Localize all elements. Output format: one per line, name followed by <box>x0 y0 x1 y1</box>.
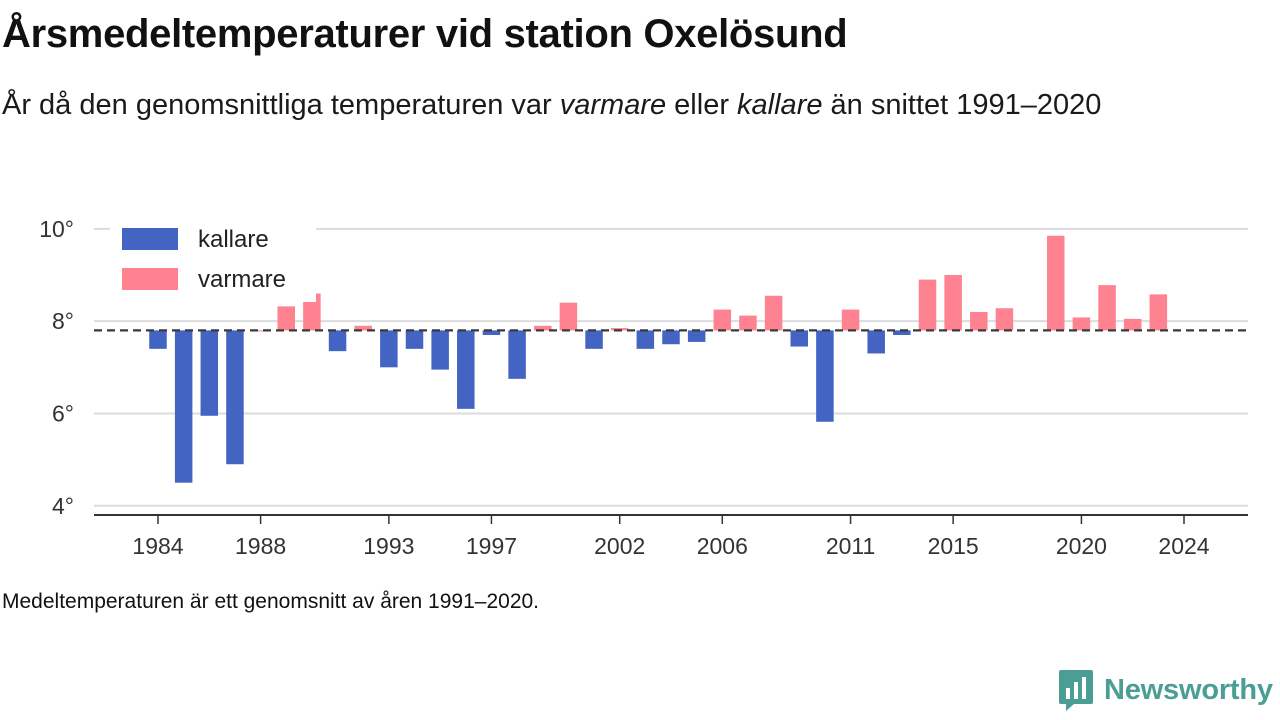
bar-varmare <box>1098 285 1116 331</box>
x-tick-label: 1997 <box>466 533 517 559</box>
bar-varmare <box>713 309 732 331</box>
bar-varmare <box>918 279 937 331</box>
bar-kallare <box>405 330 424 349</box>
bar-kallare <box>816 330 834 422</box>
bar-kallare <box>482 330 501 335</box>
x-tick-label: 1988 <box>235 533 286 559</box>
bar-kallare <box>174 330 193 483</box>
bar-varmare <box>1072 317 1091 331</box>
bar-kallare <box>431 330 449 370</box>
bar-varmare <box>1123 318 1142 331</box>
bar-kallare <box>380 330 398 368</box>
bar-varmare <box>995 308 1014 331</box>
y-tick-label: 4° <box>52 493 74 519</box>
bar-kallare <box>687 330 706 342</box>
subtitle-cold-word: kallare <box>737 89 823 121</box>
x-tick-label: 2015 <box>928 533 979 559</box>
bar-kallare <box>508 330 526 379</box>
bar-varmare <box>534 325 552 331</box>
bar-varmare <box>944 275 962 331</box>
bar-varmare <box>559 302 578 331</box>
x-tick-label: 2006 <box>697 533 748 559</box>
y-tick-label: 10° <box>39 216 74 242</box>
x-tick-label: 2020 <box>1056 533 1107 559</box>
bar-varmare <box>764 295 783 331</box>
subtitle-warm-word: varmare <box>559 89 667 121</box>
subtitle-prefix: År då den genomsnittliga temperaturen va… <box>2 89 560 121</box>
bar-varmare <box>739 315 757 331</box>
bar-varmare <box>1149 294 1168 331</box>
bar-kallare <box>457 330 475 409</box>
bar-kallare <box>585 330 603 349</box>
bar-varmare <box>303 293 321 331</box>
bar-kallare <box>790 330 808 347</box>
bar-varmare <box>1047 235 1065 331</box>
x-tick-label: 1984 <box>132 533 183 559</box>
y-tick-label: 6° <box>52 400 74 426</box>
x-tick-label: 1993 <box>363 533 414 559</box>
subtitle-middle: eller <box>666 89 738 121</box>
bar-kallare <box>893 330 911 335</box>
newsworthy-logo-icon <box>1059 670 1093 711</box>
bar-chart: 4° 6° 8° 10° 1984 1988 1993 1997 2002 2006 2011 201… <box>39 216 1248 559</box>
bar-varmare <box>354 325 372 331</box>
legend-label-kallare: kallare <box>198 226 269 253</box>
bar-kallare <box>636 330 655 349</box>
bar-varmare <box>610 328 629 331</box>
subtitle-suffix: än snittet 1991–2020 <box>822 89 1102 121</box>
brand-name: Newsworthy <box>1104 673 1273 706</box>
newsworthy-brand: Newsworthy <box>1058 668 1273 712</box>
bar-varmare <box>970 311 988 331</box>
y-tick-label: 8° <box>52 308 74 334</box>
bar-varmare <box>841 309 860 331</box>
chart-title: Årsmedeltemperaturer vid station Oxelösu… <box>2 12 848 56</box>
legend-swatch-varmare <box>122 268 178 290</box>
bar-kallare <box>200 330 219 416</box>
x-tick-label: 2024 <box>1158 533 1209 559</box>
bar-kallare <box>867 330 885 354</box>
bar-varmare <box>251 330 270 332</box>
bar-varmare <box>277 306 295 331</box>
x-tick-label: 2011 <box>826 533 875 559</box>
bar-kallare <box>662 330 680 345</box>
bar-kallare <box>328 330 347 352</box>
x-tick-label: 2002 <box>594 533 645 559</box>
legend-swatch-kallare <box>122 228 178 250</box>
chart-subtitle: År då den genomsnittliga temperaturen va… <box>2 84 1242 127</box>
legend-label-varmare: varmare <box>198 266 286 293</box>
footnote: Medeltemperaturen är ett genomsnitt av å… <box>2 590 540 613</box>
bar-kallare <box>149 330 167 349</box>
bar-kallare <box>226 330 244 465</box>
